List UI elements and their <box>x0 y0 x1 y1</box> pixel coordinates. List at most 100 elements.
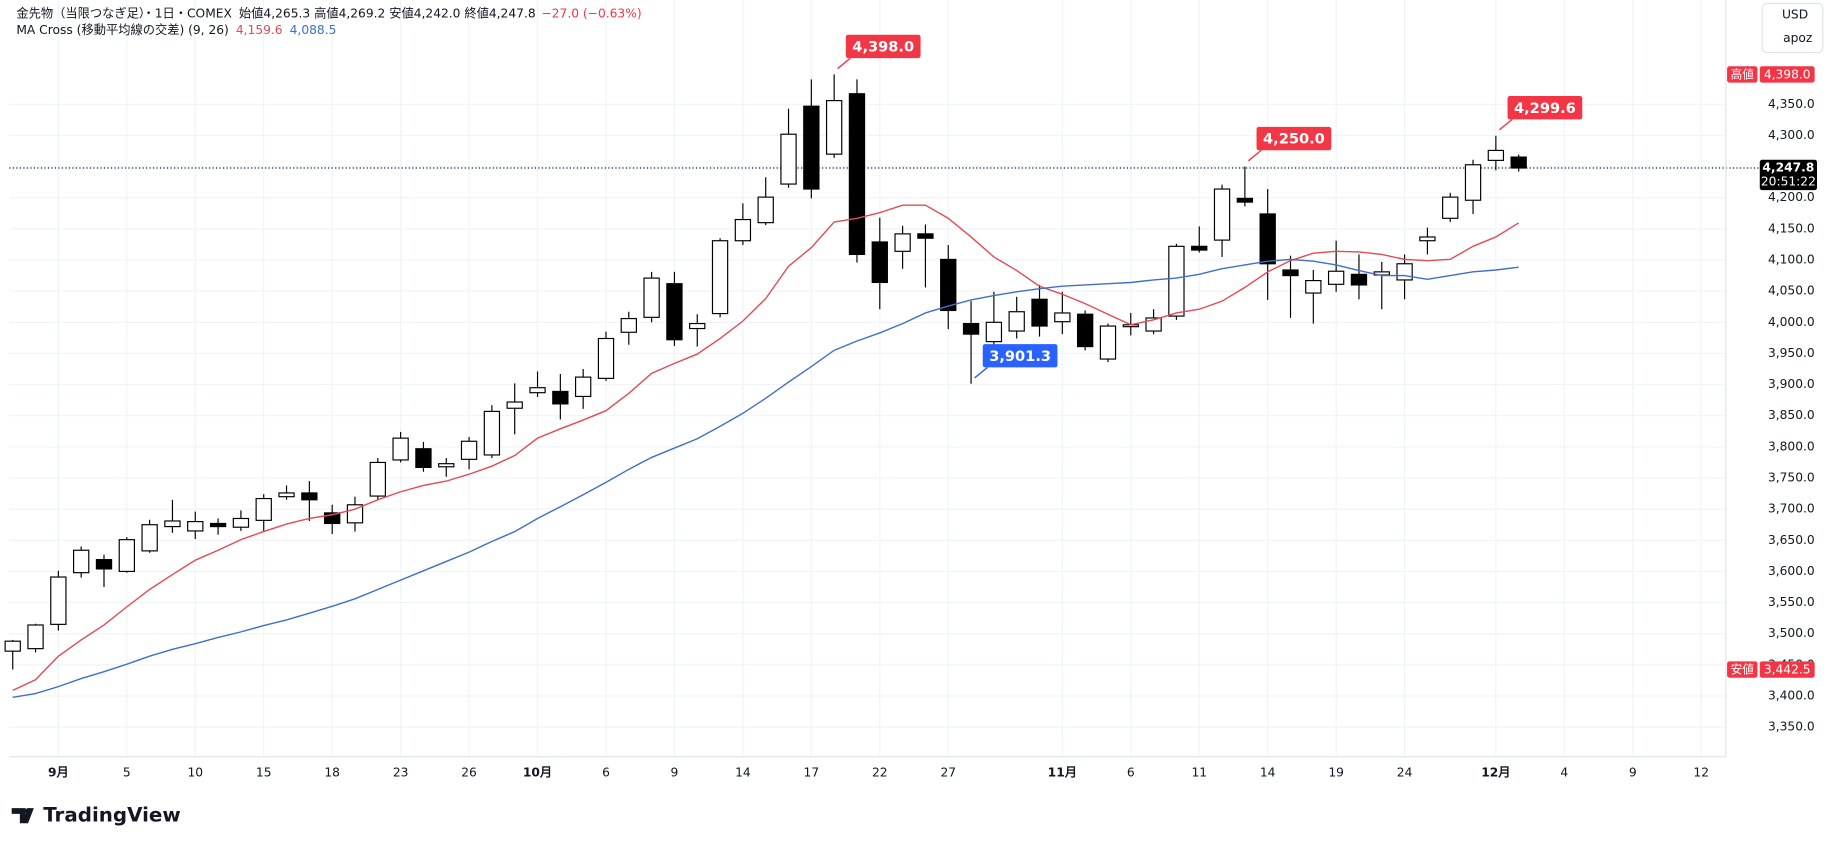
candle-body <box>1099 325 1117 360</box>
candle-body <box>164 520 181 528</box>
candle-body <box>1396 263 1413 281</box>
y-tick-label: 4,000.0 <box>1768 315 1815 329</box>
callout-leader <box>837 57 851 70</box>
subtitle: ・1日・COMEX <box>142 7 232 21</box>
countdown: 20:51:22 <box>1761 174 1816 188</box>
currency[interactable]: USD <box>1782 8 1808 22</box>
candle-body <box>689 322 706 330</box>
candle-body <box>574 376 592 398</box>
ohlc-legend: 始値4,265.3 高値4,269.2 安値4,242.0 終値4,247.8 <box>239 6 536 21</box>
candle-body <box>1259 213 1276 265</box>
candle-body <box>1236 197 1254 203</box>
candle-body <box>1305 279 1322 294</box>
candle-body <box>118 539 135 573</box>
callout-box <box>982 344 1058 368</box>
candle-body <box>780 133 797 185</box>
y-tick-label: 4,350.0 <box>1768 97 1815 111</box>
callout-leader <box>974 366 988 379</box>
candle-body <box>392 437 409 461</box>
candle-body <box>1031 298 1048 327</box>
candle-body <box>483 410 501 456</box>
x-tick-label: 6 <box>1127 766 1135 780</box>
y-tick-label: 4,200.0 <box>1768 190 1815 204</box>
callout-leader <box>1498 118 1513 131</box>
callout-box <box>1507 96 1583 120</box>
brand-logo-dot <box>25 808 31 814</box>
candle-body <box>848 93 866 256</box>
candle-body <box>1487 149 1505 161</box>
candle-body <box>141 524 158 552</box>
candle-body <box>301 492 318 501</box>
candle-body <box>1191 245 1208 251</box>
x-tick-label: 18 <box>324 766 340 780</box>
y-tick-label: 3,500.0 <box>1768 626 1815 640</box>
x-tick-label: 5 <box>123 766 131 780</box>
ma-line <box>12 204 1519 692</box>
x-tick-label: 11月 <box>1048 766 1077 780</box>
y-tick-label: 3,550.0 <box>1768 595 1815 609</box>
ma-slow-value: 4,088.5 <box>290 23 337 37</box>
candle-body <box>209 522 227 528</box>
x-tick-label: 14 <box>735 766 751 780</box>
x-tick-label: 27 <box>940 766 956 780</box>
y-tick-label: 4,300.0 <box>1768 128 1815 142</box>
callout-leader <box>1247 149 1262 162</box>
candle-body <box>1008 311 1025 332</box>
axes: 3,350.03,400.03,450.03,500.03,550.03,600… <box>48 66 1817 780</box>
callout-label: 4,299.6 <box>1514 100 1576 117</box>
x-tick-label: 9 <box>671 766 679 780</box>
axis-marker-box <box>1759 661 1815 678</box>
axis-marker-tag-box <box>1727 66 1758 83</box>
candle-body <box>871 241 888 284</box>
candle-body <box>597 337 615 379</box>
candle-body <box>666 283 683 341</box>
candle-body <box>711 240 729 315</box>
x-tick-label: 9月 <box>48 766 69 780</box>
brand[interactable]: TradingView <box>11 804 181 827</box>
y-tick-label: 3,750.0 <box>1768 471 1815 485</box>
candle-body <box>415 448 432 469</box>
axis-marker-tag: 安値 <box>1731 663 1755 677</box>
account-frame[interactable] <box>1761 2 1824 54</box>
axis-marker-label: 4,398.0 <box>1764 68 1811 82</box>
axis-marker-box <box>1759 66 1815 83</box>
candle-body <box>73 549 90 574</box>
candle-body <box>255 497 272 521</box>
y-tick-label: 3,800.0 <box>1768 439 1815 453</box>
candle-body <box>985 321 1003 343</box>
candle-body <box>757 196 774 224</box>
x-tick-label: 12 <box>1693 766 1709 780</box>
x-tick-label: 19 <box>1328 766 1344 780</box>
candle-body <box>1327 270 1345 285</box>
candle-body <box>232 517 250 528</box>
callout-box <box>845 34 921 59</box>
callout-label: 3,901.3 <box>989 348 1051 365</box>
candle-body <box>1282 269 1299 277</box>
candle-body <box>1442 196 1459 219</box>
candle-body <box>4 640 21 652</box>
x-tick-label: 26 <box>461 766 477 780</box>
candle-body <box>552 390 569 405</box>
x-tick-label: 9 <box>1629 766 1637 780</box>
y-tick-label: 3,350.0 <box>1768 720 1815 734</box>
brand-name[interactable]: TradingView <box>43 804 180 827</box>
candle-body <box>1213 188 1231 241</box>
callout-label: 4,398.0 <box>852 39 914 56</box>
candle-body <box>917 233 934 239</box>
indicator-title: MA Cross (移動平均線の交差) (9, 26) <box>16 22 229 37</box>
x-tick-label: 12月 <box>1481 766 1510 780</box>
x-tick-label: 4 <box>1560 766 1568 780</box>
candle-body <box>50 576 67 625</box>
x-tick-label: 11 <box>1191 766 1207 780</box>
x-tick-label: 10 <box>187 766 203 780</box>
account-box[interactable]: USD apoz <box>1761 2 1824 54</box>
candle-body <box>962 322 980 335</box>
user[interactable]: apoz <box>1783 31 1812 45</box>
candle-body <box>278 492 295 498</box>
y-tick-label: 3,650.0 <box>1768 533 1815 547</box>
axis-marker-tag-box <box>1727 661 1758 678</box>
x-tick-label: 23 <box>393 766 409 780</box>
axis-marker-tag: 高値 <box>1731 68 1755 82</box>
candle-body <box>506 401 523 409</box>
